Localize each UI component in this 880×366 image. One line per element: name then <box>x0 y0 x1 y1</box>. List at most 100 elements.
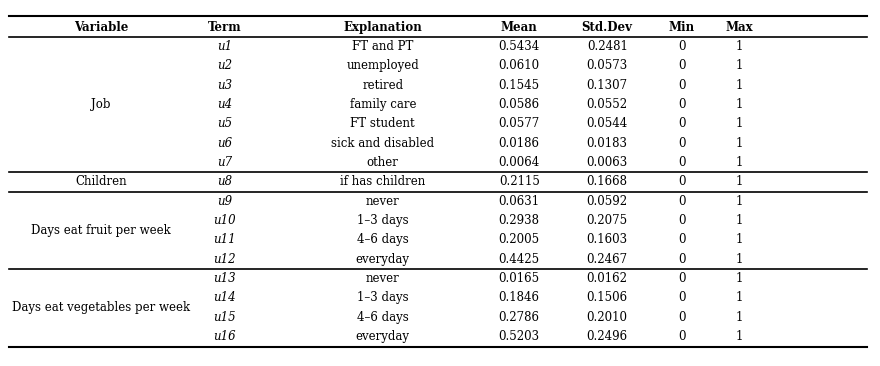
Text: sick and disabled: sick and disabled <box>331 137 435 150</box>
Text: 0: 0 <box>678 291 686 305</box>
Text: 0: 0 <box>678 234 686 246</box>
Text: 0.5203: 0.5203 <box>499 330 539 343</box>
Text: 0.1603: 0.1603 <box>587 234 627 246</box>
Text: u2: u2 <box>216 59 232 72</box>
Text: 0.1668: 0.1668 <box>587 175 627 188</box>
Text: u15: u15 <box>213 311 236 324</box>
Text: u14: u14 <box>213 291 236 305</box>
Text: Days eat fruit per week: Days eat fruit per week <box>32 224 171 237</box>
Text: u10: u10 <box>213 214 236 227</box>
Text: 0.0592: 0.0592 <box>587 195 627 208</box>
Text: 0.1545: 0.1545 <box>499 79 539 92</box>
Text: 1: 1 <box>736 330 743 343</box>
Text: 1: 1 <box>736 79 743 92</box>
Text: 0.0586: 0.0586 <box>499 98 539 111</box>
Text: 0.0183: 0.0183 <box>587 137 627 150</box>
Text: 0.2467: 0.2467 <box>587 253 627 266</box>
Text: 0: 0 <box>678 137 686 150</box>
Text: 0.2005: 0.2005 <box>499 234 539 246</box>
Text: 1: 1 <box>736 291 743 305</box>
Text: Std.Dev: Std.Dev <box>582 20 633 34</box>
Text: Mean: Mean <box>501 20 538 34</box>
Text: 0.2115: 0.2115 <box>499 175 539 188</box>
Text: 0.1307: 0.1307 <box>587 79 627 92</box>
Text: 0.2010: 0.2010 <box>587 311 627 324</box>
Text: u1: u1 <box>216 40 232 53</box>
Text: 0.2938: 0.2938 <box>499 214 539 227</box>
Text: 0: 0 <box>678 117 686 130</box>
Text: everyday: everyday <box>356 253 410 266</box>
Text: u4: u4 <box>216 98 232 111</box>
Text: other: other <box>367 156 399 169</box>
Text: u3: u3 <box>216 79 232 92</box>
Text: 0: 0 <box>678 272 686 285</box>
Text: u9: u9 <box>216 195 232 208</box>
Text: never: never <box>366 195 400 208</box>
Text: u6: u6 <box>216 137 232 150</box>
Text: 1: 1 <box>736 175 743 188</box>
Text: 0.0064: 0.0064 <box>499 156 539 169</box>
Text: 0.2496: 0.2496 <box>587 330 627 343</box>
Text: never: never <box>366 272 400 285</box>
Text: 0: 0 <box>678 195 686 208</box>
Text: Children: Children <box>76 175 127 188</box>
Text: 0.0162: 0.0162 <box>587 272 627 285</box>
Text: 0.0577: 0.0577 <box>499 117 539 130</box>
Text: 0: 0 <box>678 311 686 324</box>
Text: 1–3 days: 1–3 days <box>357 291 408 305</box>
Text: FT and PT: FT and PT <box>352 40 414 53</box>
Text: u7: u7 <box>216 156 232 169</box>
Text: u16: u16 <box>213 330 236 343</box>
Text: 1–3 days: 1–3 days <box>357 214 408 227</box>
Text: 1: 1 <box>736 195 743 208</box>
Text: 0: 0 <box>678 214 686 227</box>
Text: 1: 1 <box>736 156 743 169</box>
Text: 1: 1 <box>736 98 743 111</box>
Text: u12: u12 <box>213 253 236 266</box>
Text: 0.0544: 0.0544 <box>587 117 627 130</box>
Text: 0.0631: 0.0631 <box>499 195 539 208</box>
Text: 1: 1 <box>736 311 743 324</box>
Text: 0.0610: 0.0610 <box>499 59 539 72</box>
Text: 0: 0 <box>678 330 686 343</box>
Text: Min: Min <box>669 20 695 34</box>
Text: 0: 0 <box>678 253 686 266</box>
Text: 1: 1 <box>736 253 743 266</box>
Text: Job: Job <box>92 98 111 111</box>
Text: 0: 0 <box>678 79 686 92</box>
Text: if has children: if has children <box>341 175 425 188</box>
Text: 1: 1 <box>736 272 743 285</box>
Text: FT student: FT student <box>350 117 415 130</box>
Text: 0: 0 <box>678 40 686 53</box>
Text: 0.0552: 0.0552 <box>587 98 627 111</box>
Text: 4–6 days: 4–6 days <box>357 234 408 246</box>
Text: 0: 0 <box>678 175 686 188</box>
Text: 4–6 days: 4–6 days <box>357 311 408 324</box>
Text: 0.1846: 0.1846 <box>499 291 539 305</box>
Text: Max: Max <box>725 20 753 34</box>
Text: 0: 0 <box>678 59 686 72</box>
Text: everyday: everyday <box>356 330 410 343</box>
Text: 1: 1 <box>736 59 743 72</box>
Text: u5: u5 <box>216 117 232 130</box>
Text: 1: 1 <box>736 117 743 130</box>
Text: 1: 1 <box>736 40 743 53</box>
Text: family care: family care <box>349 98 416 111</box>
Text: Days eat vegetables per week: Days eat vegetables per week <box>12 301 190 314</box>
Text: unemployed: unemployed <box>347 59 419 72</box>
Text: 0.4425: 0.4425 <box>499 253 539 266</box>
Text: 1: 1 <box>736 214 743 227</box>
Text: u13: u13 <box>213 272 236 285</box>
Text: 0.0165: 0.0165 <box>499 272 539 285</box>
Text: 0.0186: 0.0186 <box>499 137 539 150</box>
Text: Term: Term <box>208 20 241 34</box>
Text: 0.0573: 0.0573 <box>587 59 627 72</box>
Text: 0.2075: 0.2075 <box>587 214 627 227</box>
Text: retired: retired <box>363 79 403 92</box>
Text: 0: 0 <box>678 98 686 111</box>
Text: 0: 0 <box>678 156 686 169</box>
Text: 0.1506: 0.1506 <box>587 291 627 305</box>
Text: Explanation: Explanation <box>343 20 422 34</box>
Text: u8: u8 <box>216 175 232 188</box>
Text: 0.0063: 0.0063 <box>587 156 627 169</box>
